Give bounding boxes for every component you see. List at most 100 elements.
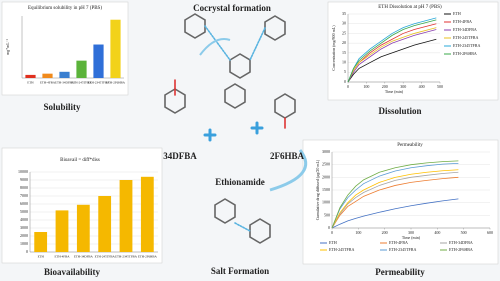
chart-title: Permeability [397,143,423,148]
x-tick-label: 0 [331,230,333,235]
y-tick-label: 30 [342,21,346,26]
y-tick-label: 500 [324,212,330,217]
x-tick-label: 300 [400,84,406,89]
bar [34,232,48,252]
line-series [347,19,437,83]
line-series [331,160,459,229]
bar [42,73,53,78]
y-tick-label: 5000 [20,209,28,214]
label: Bioavailability [44,267,101,277]
y-tick-label: 1500 [322,187,330,192]
chart-title: Bioavail = diff*diss [60,158,100,163]
y-tick-label: 8000 [20,185,28,190]
chart-title: ETH Dissolution at pH 7 (PBS) [378,5,442,10]
x-tick-label: 0 [347,84,349,89]
y-tick-label: 4000 [20,217,28,222]
bar [55,210,69,252]
legend-label: ETH-4FBA [389,240,408,245]
legend-label: ETH-2F6HBA [449,247,473,252]
x-tick-label: 100 [363,84,369,89]
x-tick-label: ETH-34DFBA [74,255,94,259]
line-series [347,38,437,83]
legend-label: ETH-34DFBA [449,240,473,245]
x-tick-label: ETH-34DFBA [55,81,75,85]
x-tick-label: ETH-2F6HBA [138,255,158,259]
legend-label: ETH-2345TFBA [453,43,480,48]
x-tick-label: 400 [434,230,440,235]
label: 34DFBA [163,151,197,161]
x-tick-label: 500 [461,230,467,235]
y-tick-label: 1000 [20,241,28,246]
y-tick-label: 5 [344,69,346,74]
arrow [199,38,231,56]
bar [59,71,70,78]
line-series [347,27,437,83]
x-axis-label: Time (min) [385,89,404,94]
y-tick-label: 3000 [20,225,28,230]
x-tick-label: 100 [355,230,361,235]
legend-label: ETH-245TFBA [329,247,354,252]
molecules [164,13,296,244]
bar [140,176,154,252]
y-tick-label: 1000 [322,200,330,205]
y-tick-label: 0 [26,249,28,254]
line-series [347,29,437,83]
legend-label: ETH-4FBA [453,19,472,24]
y-axis-label: mg*mL⁻¹ [5,38,10,55]
bar [93,44,104,78]
chart-title: Equilibrium solubility in pH 7 (PBS) [28,6,102,11]
x-tick-label: 600 [487,230,493,235]
line-series [331,171,459,229]
bar [76,60,87,78]
bar [76,204,90,252]
x-tick-label: 200 [382,84,388,89]
line-series [331,169,459,229]
y-tick-label: 2000 [20,233,28,238]
bar [25,74,36,78]
y-tick-label: 7000 [20,193,28,198]
y-tick-label: 6000 [20,201,28,206]
line-series [331,176,459,229]
legend-label: ETH-34DFBA [453,27,477,32]
x-tick-label: 200 [382,230,388,235]
y-axis-label: Concentration (mg/800 mL) [331,25,336,71]
legend-label: ETH [329,240,337,245]
label: Dissolution [378,106,421,116]
y-tick-label: 20 [342,40,346,45]
line-series [331,163,459,229]
x-tick-label: ETH-2345TFBA [88,81,110,85]
x-tick-label: ETH-245TFBA [95,255,116,259]
label: Solubility [43,102,81,112]
x-tick-label: 300 [408,230,414,235]
bar [110,19,121,78]
y-tick-label: 2500 [322,162,330,167]
y-tick-label: 2000 [322,174,330,179]
label: Ethionamide [215,177,265,187]
legend-label: ETH [453,11,461,16]
plus-signs [203,121,264,142]
y-tick-label: 3000 [322,149,330,154]
y-tick-label: 10000 [18,169,28,174]
x-tick-label: ETH-4FBA [40,81,56,85]
y-tick-label: 0 [328,225,330,230]
y-tick-label: 10 [342,59,346,64]
y-tick-label: 9000 [20,177,28,182]
x-tick-label: ETH-4FBA [54,255,70,259]
x-tick-label: 400 [419,84,425,89]
bar [119,180,133,252]
x-axis-label: Time (min) [402,235,421,240]
line-series [331,198,459,229]
y-tick-label: 15 [342,50,346,55]
x-tick-label: ETH-2345TFBA [115,255,137,259]
y-tick-label: 35 [342,11,346,16]
arrow [269,149,308,192]
x-tick-label: ETH [38,255,45,259]
legend-label: ETH-245TFBA [453,35,478,40]
x-tick-label: 500 [437,84,443,89]
panel [1,1,129,96]
panel [302,139,499,265]
x-tick-label: ETH-245TFBA [71,81,92,85]
label: Permeability [375,267,425,277]
y-axis-label: Cumulative drug diffused (μg/20 mL) [315,159,320,220]
